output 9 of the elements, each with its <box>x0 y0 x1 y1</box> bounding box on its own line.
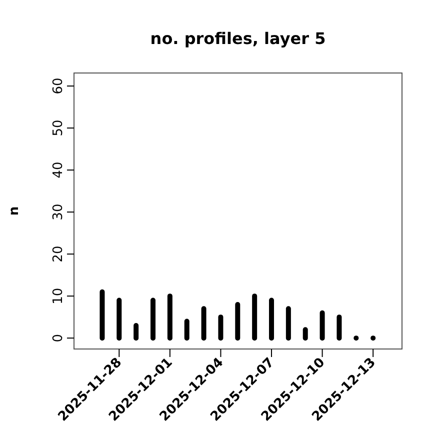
chart-title: no. profiles, layer 5 <box>150 29 326 48</box>
y-tick-label: 20 <box>51 246 66 262</box>
y-tick-label: 40 <box>51 162 66 178</box>
y-tick-label: 0 <box>51 334 66 342</box>
y-axis-title: n <box>7 206 22 216</box>
y-tick-label: 50 <box>51 120 66 136</box>
y-tick-label: 30 <box>51 204 66 220</box>
y-tick-label: 60 <box>51 78 66 94</box>
y-tick-label: 10 <box>51 288 66 304</box>
